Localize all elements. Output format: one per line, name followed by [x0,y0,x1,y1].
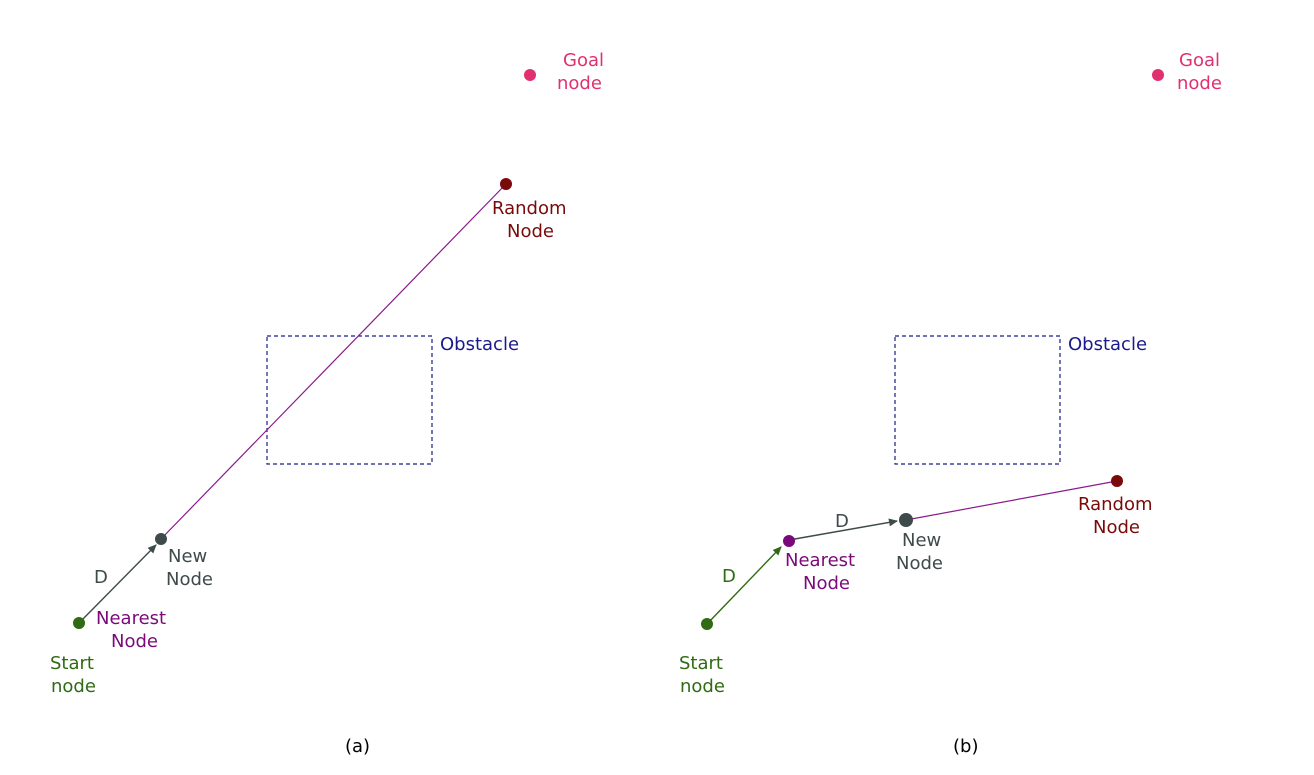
new-node-label-line2: Node [166,569,213,590]
step-label: D [94,567,108,588]
extension-line [905,480,1118,521]
random-label-line2: Node [1093,517,1140,538]
start-label-line2: node [680,676,725,697]
new-node [899,513,913,527]
start-node [73,617,85,629]
obstacle-label: Obstacle [440,334,519,355]
random-label-line2: Node [507,221,554,242]
nearest-label-line2: Node [111,631,158,652]
nearest-label-line2: Node [803,573,850,594]
new-node [155,533,167,545]
step-label-2: D [835,511,849,532]
nearest-label-line1: Nearest [785,550,855,571]
step-label-1: D [722,566,736,587]
random-label-line1: Random [1078,494,1153,515]
step-arrow [78,544,157,624]
nearest-node [783,535,795,547]
obstacle-label: Obstacle [1068,334,1147,355]
start-node [701,618,713,630]
panel-a-caption: (a) [345,736,370,757]
panel-b-caption: (b) [953,736,978,757]
start-label-line2: node [51,676,96,697]
goal-node [524,69,536,81]
start-label-line1: Start [679,653,723,674]
new-node-label-line1: New [902,530,941,551]
goal-label-line1: Goal [1179,50,1220,71]
panel-a: Obstacle D Goal node Random Node New Nod… [50,50,604,757]
goal-label-line1: Goal [563,50,604,71]
new-node-label-line2: Node [896,553,943,574]
goal-node [1152,69,1164,81]
start-label-line1: Start [50,653,94,674]
obstacle-box [266,335,433,465]
random-label-line1: Random [492,198,567,219]
goal-label-line2: node [557,73,602,94]
new-node-label-line1: New [168,546,207,567]
panel-b: Obstacle D D Goal node Random Node New N… [679,50,1222,757]
extension-line [160,183,507,540]
step-arrow-1 [706,546,782,625]
goal-label-line2: node [1177,73,1222,94]
random-node [1111,475,1123,487]
obstacle-box [894,335,1061,465]
random-node [500,178,512,190]
step-arrow-2 [788,518,898,541]
nearest-label-line1: Nearest [96,608,166,629]
